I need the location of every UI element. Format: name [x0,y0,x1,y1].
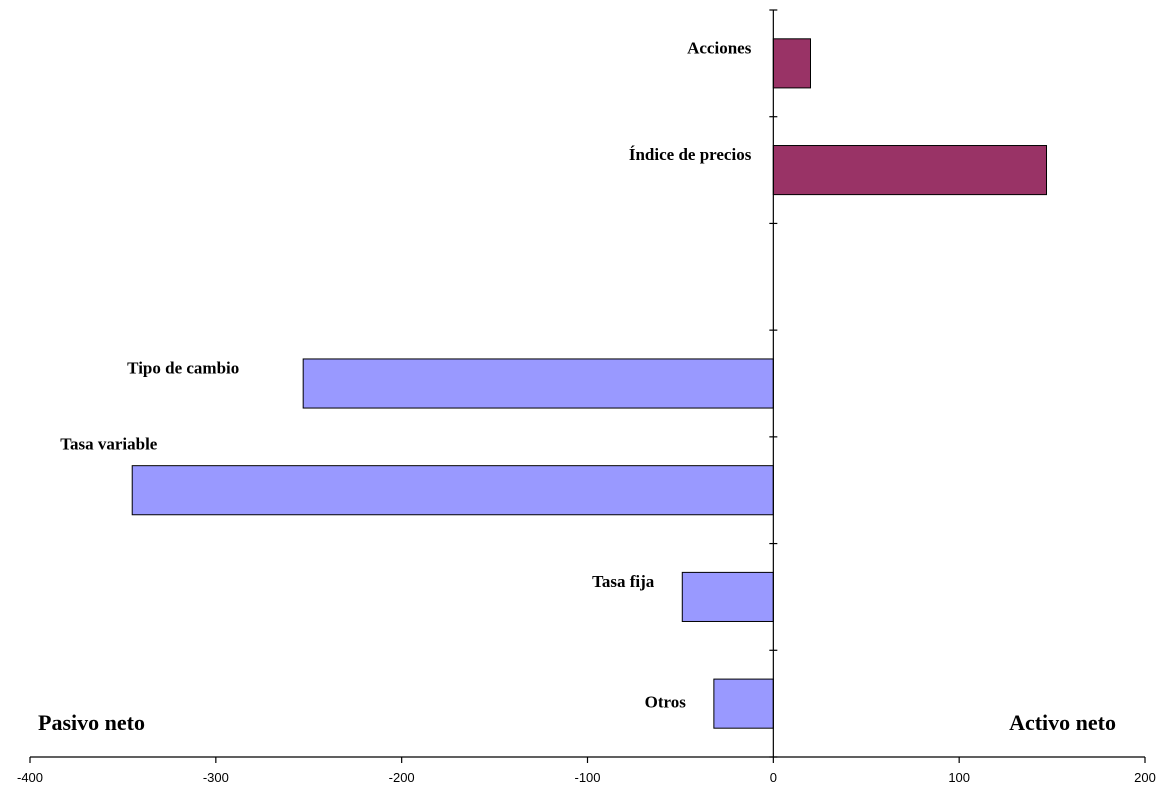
x-tick-label: -200 [389,770,415,785]
category-labels-group: Acciones Índice de precios Tipo de cambio T… [60,38,752,711]
x-tick-label: -100 [574,770,600,785]
bars-group [131,38,1048,729]
category-label: Índice de precios [629,145,752,164]
bar [772,145,1048,196]
x-tick-label: -400 [17,770,43,785]
bar [772,38,811,89]
x-tick-label: 200 [1134,770,1156,785]
bar [131,465,774,516]
x-tick-label: 100 [948,770,970,785]
bar [681,571,774,622]
x-tick-label: 0 [770,770,777,785]
bar [713,678,774,729]
right-annotation: Activo neto [1009,710,1116,735]
x-tick-labels-group: -400 -300 -200 -100 0 100 200 [17,770,1156,785]
axes-group [29,9,1146,763]
category-label: Otros [645,693,687,712]
x-tick-label: -300 [203,770,229,785]
category-label: Tipo de cambio [127,359,239,378]
left-annotation: Pasivo neto [38,710,145,735]
category-label: Tasa variable [60,435,158,454]
category-label: Tasa fija [592,572,655,591]
bar [302,358,774,409]
category-label: Acciones [687,38,752,57]
